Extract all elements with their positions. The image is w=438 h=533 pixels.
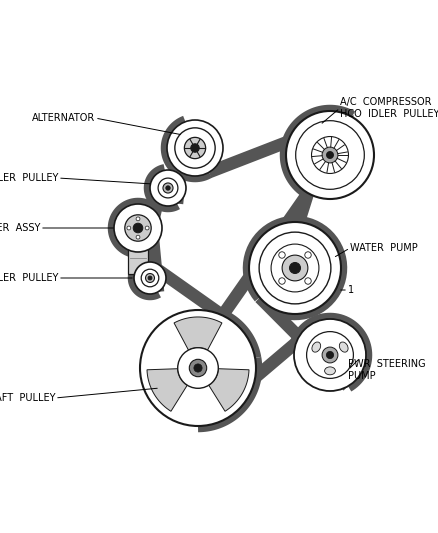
Text: TENSIONER  ASSY: TENSIONER ASSY	[0, 223, 40, 233]
Circle shape	[175, 128, 215, 168]
Circle shape	[133, 223, 143, 233]
Text: PWR  STEERING
PUMP: PWR STEERING PUMP	[348, 359, 426, 381]
Circle shape	[189, 359, 207, 377]
Circle shape	[307, 332, 353, 378]
Circle shape	[191, 144, 199, 152]
Circle shape	[322, 347, 338, 363]
Circle shape	[305, 278, 311, 284]
Circle shape	[145, 226, 149, 230]
Circle shape	[158, 178, 178, 198]
Circle shape	[282, 255, 308, 281]
Circle shape	[290, 262, 300, 273]
Text: IDLER  PULLEY: IDLER PULLEY	[0, 173, 58, 183]
Circle shape	[249, 222, 341, 314]
Circle shape	[296, 120, 364, 189]
Ellipse shape	[312, 342, 321, 352]
Polygon shape	[209, 369, 249, 411]
Circle shape	[279, 278, 285, 284]
Circle shape	[167, 120, 223, 176]
Circle shape	[136, 217, 140, 221]
Circle shape	[127, 226, 131, 230]
Circle shape	[140, 310, 256, 426]
Circle shape	[148, 276, 152, 280]
Polygon shape	[174, 317, 222, 350]
Circle shape	[125, 215, 151, 241]
Circle shape	[136, 235, 140, 239]
Circle shape	[141, 269, 159, 287]
Circle shape	[114, 204, 162, 252]
Circle shape	[286, 111, 374, 199]
Text: 1: 1	[348, 285, 354, 295]
Circle shape	[322, 147, 338, 163]
Circle shape	[178, 348, 218, 389]
Ellipse shape	[325, 367, 336, 375]
Text: ALTERNATOR: ALTERNATOR	[32, 113, 95, 123]
Circle shape	[134, 262, 166, 294]
Text: IDLER  PULLEY: IDLER PULLEY	[0, 273, 58, 283]
Polygon shape	[147, 369, 187, 411]
Circle shape	[194, 364, 202, 372]
Text: WATER  PUMP: WATER PUMP	[350, 243, 418, 253]
Text: A/C  COMPRESSOR  OR
HCO  IDLER  PULLEY: A/C COMPRESSOR OR HCO IDLER PULLEY	[340, 97, 438, 119]
Ellipse shape	[339, 342, 348, 352]
Circle shape	[184, 138, 205, 159]
Circle shape	[326, 151, 333, 158]
Circle shape	[294, 319, 366, 391]
Text: CRANKSHAFT  PULLEY: CRANKSHAFT PULLEY	[0, 393, 55, 403]
Circle shape	[271, 244, 319, 292]
Circle shape	[279, 252, 285, 258]
Circle shape	[163, 183, 173, 193]
Circle shape	[150, 170, 186, 206]
Bar	[128, 221, 148, 273]
Circle shape	[166, 186, 170, 190]
Circle shape	[259, 232, 331, 304]
Circle shape	[326, 351, 334, 359]
Circle shape	[311, 136, 349, 173]
Circle shape	[305, 252, 311, 258]
Circle shape	[145, 273, 155, 282]
